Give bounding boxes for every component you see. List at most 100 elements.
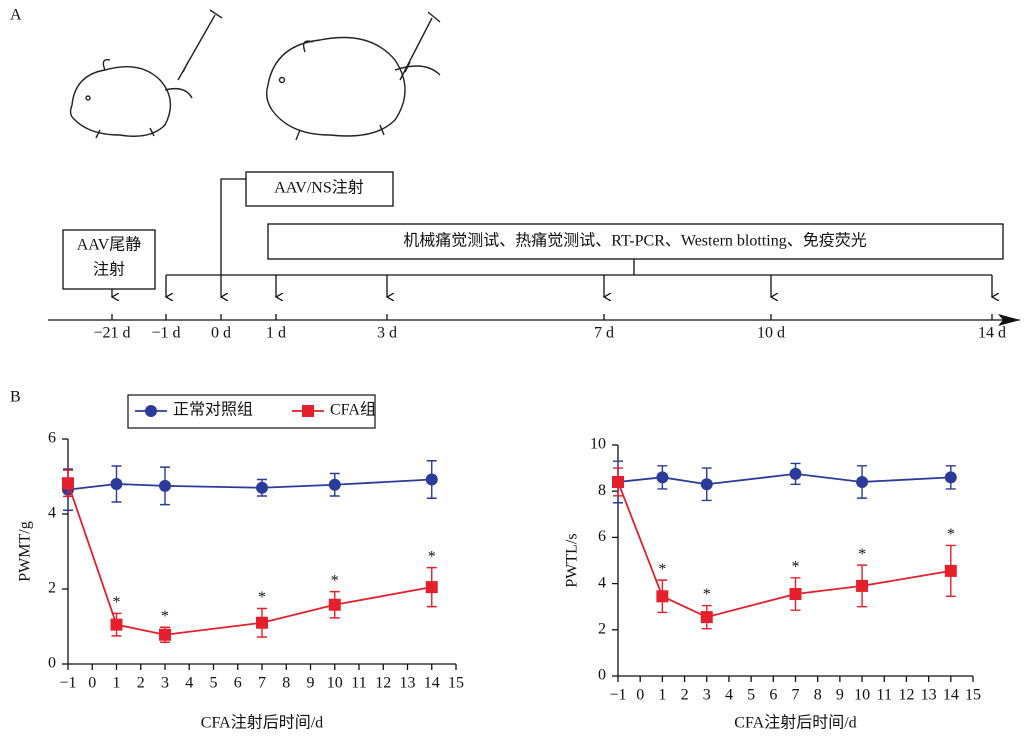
box-text: AAV尾静 — [77, 236, 142, 254]
legend-label: CFA组 — [330, 401, 376, 419]
y-tick-label: 4 — [598, 574, 606, 591]
timeline-label: −21 d — [93, 325, 130, 342]
timeline-label: 1 d — [266, 325, 286, 342]
x-tick-label: 13 — [400, 675, 416, 692]
y-tick-label: 2 — [598, 620, 606, 637]
x-tick-label: 14 — [943, 687, 959, 704]
y-tick-label: 8 — [598, 482, 606, 499]
significance-mark: * — [331, 572, 339, 589]
marker — [945, 565, 957, 577]
marker — [159, 629, 171, 641]
x-axis-label: CFA注射后时间/d — [734, 714, 856, 732]
marker — [111, 478, 123, 490]
x-tick-label: 9 — [307, 675, 315, 692]
marker — [701, 478, 713, 490]
significance-mark: * — [258, 589, 266, 606]
significance-mark: * — [703, 586, 711, 603]
marker — [329, 479, 341, 491]
y-tick-label: 2 — [48, 580, 56, 597]
x-tick-label: 5 — [210, 675, 218, 692]
significance-mark: * — [658, 561, 666, 578]
marker — [159, 480, 171, 492]
timeline-label: 7 d — [594, 325, 614, 342]
significance-mark: * — [792, 558, 800, 575]
legend-marker — [302, 405, 314, 417]
timeline-label: 14 d — [978, 325, 1006, 342]
x-tick-label: 5 — [747, 687, 755, 704]
box-text: 机械痛觉测试、热痛觉测试、RT-PCR、Western blotting、免疫荧… — [403, 232, 866, 250]
timeline-label: −1 d — [151, 325, 180, 342]
x-tick-label: 6 — [234, 675, 242, 692]
significance-mark: * — [947, 526, 955, 543]
x-tick-label: 1 — [113, 675, 121, 692]
x-tick-label: 10 — [854, 687, 870, 704]
x-tick-label: 3 — [703, 687, 711, 704]
marker — [701, 611, 713, 623]
y-tick-label: 10 — [590, 436, 606, 453]
x-tick-label: 2 — [137, 675, 145, 692]
legend-label: 正常对照组 — [173, 401, 253, 419]
box-text: 注射 — [93, 261, 125, 279]
page: A AAV尾静 注射 AAV/NS注射 机械痛觉测试、热痛觉测试、RT-PCR、… — [0, 0, 1027, 738]
marker — [426, 581, 438, 593]
timeline-label: 3 d — [377, 325, 397, 342]
x-tick-label: 11 — [877, 687, 892, 704]
marker — [656, 590, 668, 602]
x-tick-label: 8 — [814, 687, 822, 704]
x-tick-label: 4 — [725, 687, 733, 704]
figure: A AAV尾静 注射 AAV/NS注射 机械痛觉测试、热痛觉测试、RT-PCR、… — [0, 0, 1027, 738]
x-tick-label: 3 — [161, 675, 169, 692]
y-axis-label: PWTL/s — [564, 533, 581, 587]
x-tick-label: 0 — [636, 687, 644, 704]
connector — [166, 259, 992, 275]
connector — [221, 179, 246, 297]
box-text: AAV/NS注射 — [274, 179, 364, 197]
y-tick-label: 6 — [598, 528, 606, 545]
y-tick-label: 0 — [48, 655, 56, 672]
marker — [790, 588, 802, 600]
marker — [111, 619, 123, 631]
panel-label: A — [10, 7, 22, 24]
significance-mark: * — [428, 548, 436, 565]
marker — [62, 477, 74, 489]
x-tick-label: 7 — [792, 687, 800, 704]
marker — [329, 599, 341, 611]
x-tick-label: −1 — [59, 675, 76, 692]
legend-marker — [145, 405, 157, 417]
x-tick-label: 11 — [351, 675, 366, 692]
x-tick-label: 1 — [658, 687, 666, 704]
x-tick-label: 13 — [921, 687, 937, 704]
significance-mark: * — [858, 546, 866, 563]
x-tick-label: 7 — [258, 675, 266, 692]
x-tick-label: 8 — [282, 675, 290, 692]
marker — [790, 468, 802, 480]
x-tick-label: 10 — [327, 675, 343, 692]
x-tick-label: 12 — [898, 687, 914, 704]
x-tick-label: 6 — [769, 687, 777, 704]
significance-mark: * — [113, 594, 121, 611]
marker — [856, 476, 868, 488]
mouse-illustration — [71, 10, 440, 140]
y-tick-label: 6 — [48, 430, 56, 447]
marker — [945, 471, 957, 483]
y-tick-label: 0 — [598, 667, 606, 684]
x-tick-label: 9 — [836, 687, 844, 704]
timeline-label: 10 d — [757, 325, 785, 342]
y-axis-label: PWMT/g — [17, 521, 34, 581]
x-tick-label: 0 — [88, 675, 96, 692]
x-tick-label: −1 — [609, 687, 626, 704]
marker — [426, 474, 438, 486]
marker — [656, 471, 668, 483]
timeline-label: 0 d — [211, 325, 231, 342]
x-tick-label: 4 — [185, 675, 193, 692]
series-line — [68, 480, 432, 490]
x-tick-label: 15 — [448, 675, 464, 692]
marker — [256, 617, 268, 629]
x-axis-label: CFA注射后时间/d — [201, 714, 323, 732]
x-tick-label: 2 — [681, 687, 689, 704]
x-tick-label: 15 — [965, 687, 981, 704]
significance-mark: * — [161, 608, 169, 625]
x-tick-label: 12 — [375, 675, 391, 692]
y-tick-label: 4 — [48, 505, 56, 522]
series-line — [68, 483, 432, 635]
